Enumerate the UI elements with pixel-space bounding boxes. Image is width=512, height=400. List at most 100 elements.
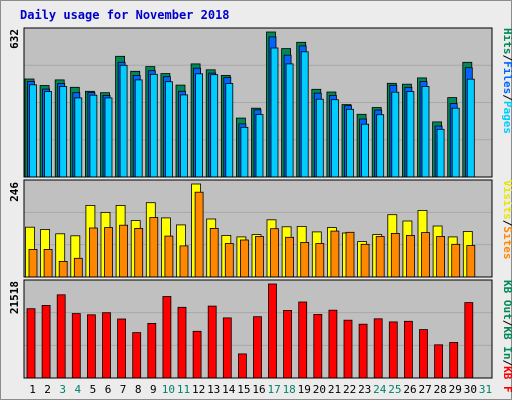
x-label-day-20: 20 xyxy=(313,383,326,396)
svg-text:KB Out/KB In/KB F: KB Out/KB In/KB F xyxy=(501,280,512,393)
bar-sites-day-16 xyxy=(255,236,264,278)
x-label-day-10: 10 xyxy=(162,383,175,396)
bar-pages-day-9 xyxy=(149,73,158,178)
x-label-day-30: 30 xyxy=(464,383,477,396)
bar-kbf-day-30 xyxy=(464,302,474,379)
x-label-day-5: 5 xyxy=(90,383,97,396)
legend-files: Files xyxy=(501,61,512,94)
x-label-day-8: 8 xyxy=(135,383,142,396)
x-label-day-11: 11 xyxy=(177,383,190,396)
bar-kbf-day-21 xyxy=(328,309,338,379)
visits-legend: Visits/Sites xyxy=(501,180,512,260)
bar-pages-day-23 xyxy=(361,123,370,178)
bar-sites-day-28 xyxy=(436,236,446,278)
bar-kbf-day-22 xyxy=(343,319,353,379)
x-label-day-6: 6 xyxy=(105,383,112,396)
bar-sites-day-26 xyxy=(405,234,415,278)
x-label-day-23: 23 xyxy=(358,383,371,396)
x-label-day-1: 1 xyxy=(29,383,36,396)
bar-sites-day-1 xyxy=(28,248,38,278)
bar-sites-day-30 xyxy=(466,245,476,278)
bar-pages-day-15 xyxy=(240,126,249,178)
kbytes-y-max-label: 21518 xyxy=(8,281,21,314)
bar-kbf-day-19 xyxy=(298,301,308,379)
bar-pages-day-26 xyxy=(406,91,415,178)
x-label-day-19: 19 xyxy=(298,383,311,396)
bar-sites-day-9 xyxy=(149,217,159,278)
bar-kbf-day-11 xyxy=(177,306,187,379)
bar-kbf-day-18 xyxy=(283,309,293,379)
bar-sites-day-10 xyxy=(164,235,174,278)
bar-sites-day-18 xyxy=(285,236,295,278)
bar-sites-day-2 xyxy=(43,248,53,278)
bar-kbf-day-25 xyxy=(388,321,398,379)
bar-sites-day-17 xyxy=(270,228,279,278)
bar-kbf-day-24 xyxy=(373,318,383,379)
bar-kbf-day-9 xyxy=(147,322,157,379)
bar-sites-day-8 xyxy=(134,227,144,278)
visits-y-max-label: 246 xyxy=(8,182,21,202)
x-label-day-17: 17 xyxy=(267,383,280,396)
bar-sites-day-21 xyxy=(330,230,340,278)
bar-kbf-day-17 xyxy=(268,283,277,379)
bar-kbf-day-28 xyxy=(434,344,444,379)
bar-sites-day-15 xyxy=(239,239,249,278)
bar-kbf-day-20 xyxy=(313,313,323,379)
bar-pages-day-30 xyxy=(466,78,475,178)
legend-kb-in: KB In xyxy=(501,326,512,359)
hits-legend: Hits/Files/Pages xyxy=(501,28,512,134)
bar-sites-day-11 xyxy=(179,245,189,278)
bar-pages-day-17 xyxy=(270,47,279,178)
bar-pages-day-10 xyxy=(164,81,173,178)
bar-kbf-day-26 xyxy=(403,320,413,379)
x-label-day-26: 26 xyxy=(403,383,416,396)
x-label-day-2: 2 xyxy=(44,383,51,396)
bar-sites-day-19 xyxy=(300,241,310,278)
bar-sites-day-22 xyxy=(345,231,355,278)
bar-sites-day-5 xyxy=(89,227,98,278)
bar-pages-day-4 xyxy=(74,97,83,178)
bar-kbf-day-8 xyxy=(132,332,142,379)
bar-pages-day-18 xyxy=(285,63,294,178)
x-label-day-4: 4 xyxy=(74,383,81,396)
bar-sites-day-6 xyxy=(104,227,113,278)
bar-pages-day-7 xyxy=(119,64,128,178)
legend-hits: Hits xyxy=(501,28,512,55)
bar-pages-day-11 xyxy=(180,94,188,178)
legend-sites: Sites xyxy=(501,226,512,259)
bar-pages-day-25 xyxy=(391,91,400,178)
bar-sites-day-29 xyxy=(451,243,461,278)
legend-visits: Visits xyxy=(501,180,512,220)
x-label-day-24: 24 xyxy=(373,383,387,396)
bar-pages-day-13 xyxy=(210,74,219,178)
svg-text:Visits/Sites: Visits/Sites xyxy=(501,180,512,260)
bar-sites-day-23 xyxy=(360,243,370,278)
x-label-day-12: 12 xyxy=(192,383,205,396)
bar-pages-day-24 xyxy=(376,114,385,178)
bar-kbf-day-13 xyxy=(207,305,217,379)
bar-sites-day-27 xyxy=(421,232,430,278)
bar-pages-day-29 xyxy=(451,107,460,178)
svg-text:Hits/Files/Pages: Hits/Files/Pages xyxy=(501,28,512,134)
x-label-day-13: 13 xyxy=(207,383,220,396)
bar-pages-day-19 xyxy=(300,51,309,178)
bar-kbf-day-5 xyxy=(87,314,96,379)
panel-border-2 xyxy=(23,179,493,278)
bar-pages-day-3 xyxy=(59,86,68,178)
bar-pages-day-6 xyxy=(104,97,113,178)
bar-pages-day-8 xyxy=(134,79,143,178)
bar-pages-day-28 xyxy=(436,128,445,178)
bar-sites-day-3 xyxy=(58,260,68,278)
x-label-day-25: 25 xyxy=(388,383,401,396)
bar-kbf-day-27 xyxy=(419,329,428,379)
bar-sites-day-24 xyxy=(375,236,385,278)
x-label-day-9: 9 xyxy=(150,383,157,396)
bar-kbf-day-15 xyxy=(237,353,247,379)
panel-border-3 xyxy=(23,279,493,379)
x-label-day-22: 22 xyxy=(343,383,356,396)
bar-pages-day-5 xyxy=(89,94,98,178)
bar-sites-day-14 xyxy=(224,243,234,278)
x-label-day-3: 3 xyxy=(59,383,66,396)
bar-sites-day-20 xyxy=(315,243,325,278)
bar-kbf-day-6 xyxy=(102,312,111,379)
